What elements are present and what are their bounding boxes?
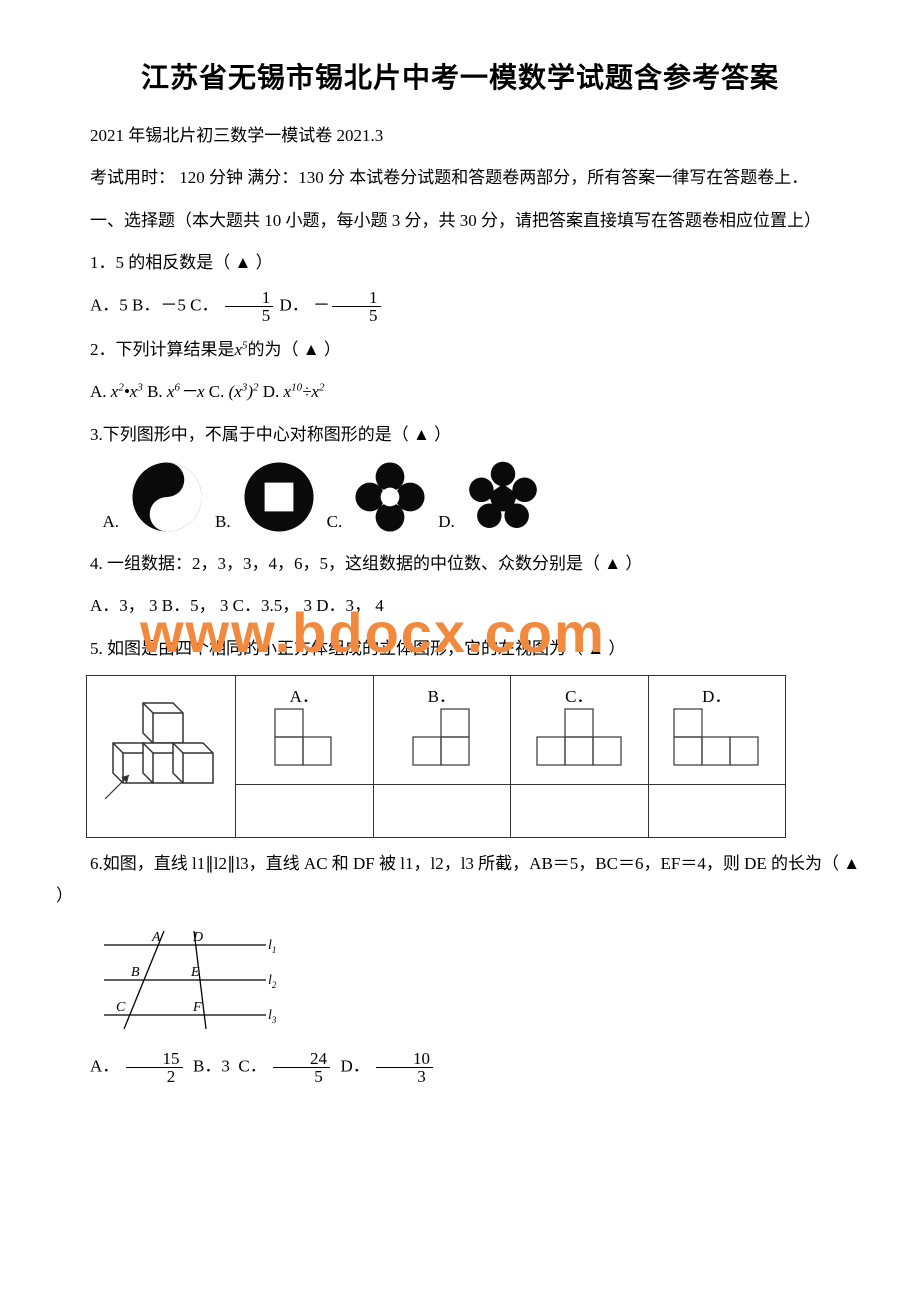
label-F: F <box>192 1000 202 1015</box>
math-expr-a: x2•x3 <box>111 382 143 401</box>
fraction-icon: 15 2 <box>126 1050 183 1085</box>
label-l2: l2 <box>268 973 277 990</box>
flower-5-icon <box>467 461 539 538</box>
doc-title: 江苏省无锡市锡北片中考一模数学试题含参考答案 <box>56 56 864 96</box>
q5-solid-cell <box>87 675 236 837</box>
q1-choice-d-pre: D． <box>279 296 308 315</box>
q6-stem: 6.如图，直线 l1∥l2∥l3，直线 AC 和 DF 被 l1，l2，l3 所… <box>56 848 864 913</box>
q4-stem: 4. 一组数据：2，3，3，4，6，5，这组数据的中位数、众数分别是（ ▲ ） <box>56 548 864 580</box>
empty-cell <box>511 784 649 837</box>
q5-choice-b: B． <box>373 675 511 784</box>
q2-choices: A. x2•x3 B. x6－x C. (x3)2 D. x10÷x2 <box>56 376 864 408</box>
empty-cell <box>236 784 374 837</box>
view-d-icon <box>669 707 764 769</box>
q5-choice-d: D． <box>648 675 786 784</box>
exam-info: 考试用时： 120 分钟 满分：130 分 本试卷分试题和答题卷两部分，所有答案… <box>56 162 864 194</box>
cube-solid-icon <box>101 699 221 809</box>
view-b-icon <box>407 707 477 769</box>
q5-choice-c: C． <box>511 675 649 784</box>
q3-stem: 3.下列图形中，不属于中心对称图形的是（ ▲ ） <box>56 419 864 451</box>
doc-subtitle: 2021 年锡北片初三数学一模试卷 2021.3 <box>56 120 864 152</box>
q3-choice-d-label: D. <box>438 512 455 532</box>
q5-stem: 5. 如图是由四个相同的小正方体组成的立体图形，它的左视图为（ ▲ ） <box>56 633 864 665</box>
fraction-icon: 24 5 <box>273 1050 330 1085</box>
view-c-icon <box>532 707 627 769</box>
q5-choice-a: A． <box>236 675 374 784</box>
q5-views-table: A． B． <box>86 675 786 838</box>
label-C: C <box>116 1000 126 1015</box>
q3-choice-b-label: B. <box>215 512 231 532</box>
q1-choice-b: B．－5 <box>132 296 186 315</box>
circle-square-icon <box>243 461 315 538</box>
math-expr-c: (x3)2 <box>229 382 259 401</box>
math-expr-b: x6－x <box>167 382 205 401</box>
q6-figure: A D B E C F l1 l2 l3 <box>96 925 286 1040</box>
math-x5: x5 <box>235 340 248 359</box>
label-A: A <box>151 930 161 945</box>
q1-choice-a: A．5 <box>90 296 128 315</box>
section1-heading: 一、选择题（本大题共 10 小题，每小题 3 分，共 30 分，请把答案直接填写… <box>56 205 864 237</box>
view-a-icon <box>269 707 339 769</box>
fraction-icon: 1 5 <box>225 289 274 324</box>
label-E: E <box>190 965 200 980</box>
label-l1: l1 <box>268 938 276 955</box>
q3-choice-c-label: C. <box>327 512 343 532</box>
q1-choices: A．5 B．－5 C． 1 5 D． － 1 5 <box>56 289 864 324</box>
q3-choice-a-label: A. <box>103 512 120 532</box>
fraction-icon: 1 5 <box>332 289 381 324</box>
yinyang-icon <box>131 461 203 538</box>
q1-choice-c-pre: C． <box>190 296 218 315</box>
empty-cell <box>373 784 511 837</box>
empty-cell <box>648 784 786 837</box>
label-B: B <box>131 965 140 980</box>
q3-icons: A. B. C. <box>99 461 865 538</box>
fraction-icon: 10 3 <box>376 1050 433 1085</box>
q1-stem: 1．5 的相反数是（ ▲ ） <box>56 247 864 279</box>
label-D: D <box>192 930 203 945</box>
q2-stem: 2．下列计算结果是x5的为（ ▲ ） <box>56 334 864 366</box>
q4-choices: A．3， 3 B．5， 3 C．3.5， 3 D．3， 4 <box>56 590 864 622</box>
math-expr-d: x10÷x2 <box>284 382 325 401</box>
q6-choices: A． 15 2 B．3 C． 24 5 D． 10 3 <box>56 1050 864 1085</box>
q1-choice-d-neg: － <box>313 296 330 315</box>
flower-4-icon <box>354 461 426 538</box>
label-l3: l3 <box>268 1008 277 1025</box>
